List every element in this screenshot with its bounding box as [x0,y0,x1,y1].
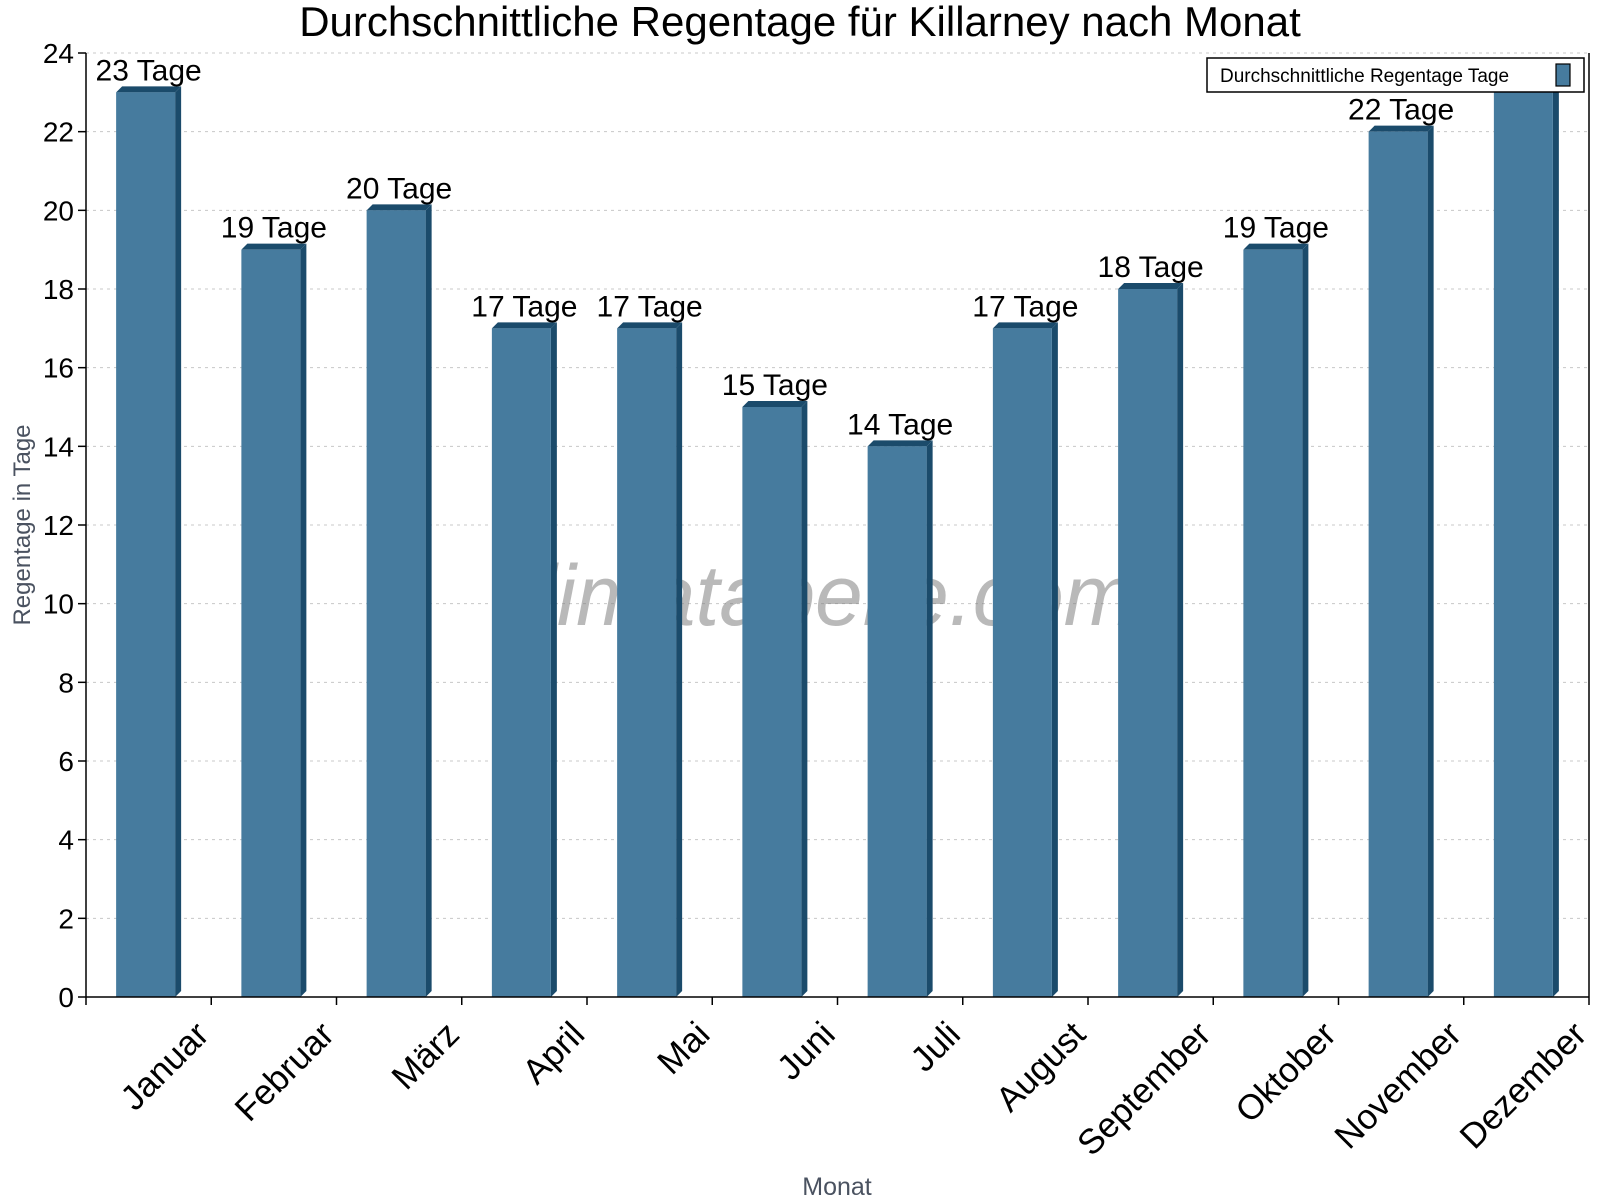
bar-side [175,86,182,998]
bar[interactable] [617,328,677,997]
y-tick-label: 8 [58,667,74,698]
bar-group: 15 Tage [722,369,828,997]
bar[interactable] [1118,289,1178,997]
bar-group: 17 Tage [471,290,577,997]
data-label: 17 Tage [597,290,703,323]
bar-top [1118,283,1184,289]
legend-swatch [1555,63,1571,87]
bar-group: 17 Tage [972,290,1078,997]
bar-side [550,322,557,997]
bar-group: 14 Tage [847,408,953,997]
data-label: 22 Tage [1348,94,1454,127]
bar-side [1427,125,1434,997]
bar-group: 19 Tage [221,212,327,997]
bar-side [926,440,933,997]
bar-group: 23 Tage [1473,54,1579,998]
y-tick-label: 24 [43,38,74,69]
bar-side [1051,322,1058,997]
bar-top [617,322,683,329]
bar-side [1552,86,1559,998]
data-label: 17 Tage [471,290,577,323]
bar-top [366,204,432,211]
x-tick-label: September [1070,1014,1219,1163]
y-tick-label: 20 [43,195,74,226]
data-label: 23 Tage [96,54,202,87]
y-tick-label: 12 [43,510,74,541]
y-tick-label: 14 [43,431,74,462]
bar[interactable] [867,446,927,997]
y-tick-label: 18 [43,274,74,305]
y-tick-label: 22 [43,117,74,148]
bar-group: 23 Tage [96,54,202,998]
x-tick-label: Oktober [1228,1014,1344,1130]
data-label: 14 Tage [847,408,953,441]
legend[interactable]: Durchschnittliche Regentage Tage [1206,57,1585,93]
bar-group: 19 Tage [1223,212,1329,997]
bar-side [1177,283,1184,997]
bar[interactable] [742,407,802,997]
x-tick-label: August [989,1014,1094,1119]
y-tick-label: 0 [58,982,74,1013]
bar-top [742,401,808,407]
grid-lines [86,52,1589,919]
y-tick-label: 6 [58,746,74,777]
x-tick-label: Juli [903,1015,968,1080]
bar-top [992,322,1058,329]
x-tick-label: November [1327,1014,1469,1156]
data-label: 15 Tage [722,369,828,402]
data-label: 19 Tage [221,212,327,245]
bar-group: 17 Tage [597,290,703,997]
bar[interactable] [366,210,426,998]
bar-group: 18 Tage [1098,251,1204,997]
x-axis-title: Monat [802,1173,872,1200]
data-label: 19 Tage [1223,212,1329,245]
bar[interactable] [1493,92,1553,998]
bar[interactable] [116,92,176,998]
bar-top [867,440,933,447]
bar-group: 20 Tage [346,172,452,998]
x-tick-label: Juni [770,1015,843,1088]
bar[interactable] [241,249,301,997]
data-label: 18 Tage [1098,251,1204,284]
bar-top [1368,125,1434,132]
y-tick-label: 4 [58,825,74,856]
bars: 23 Tage 19 Tage 20 Tage 17 Tage 17 Tage 15 Ta… [96,54,1579,998]
bar-group: 22 Tage [1348,94,1454,997]
bar-side [801,401,808,997]
bar-side [300,243,307,997]
bar-top [1243,243,1309,250]
y-axis-title: Regentage in Tage [9,424,36,625]
bar[interactable] [1243,249,1303,997]
chart-title: Durchschnittliche Regentage für Killarne… [299,0,1301,45]
y-tick-label: 10 [43,589,74,620]
x-tick-label: Mai [650,1015,717,1082]
legend-label: Durchschnittliche Regentage Tage [1220,66,1509,87]
bar-side [1302,243,1309,997]
bar-top [116,86,182,93]
bar-top [491,322,557,329]
x-tick-label: Januar [113,1014,216,1117]
bar-top [241,243,307,250]
bar[interactable] [992,328,1052,997]
x-tick-label: Dezember [1452,1014,1594,1156]
bar[interactable] [1368,131,1428,997]
bar-side [425,204,432,998]
x-tick-label: Februar [227,1014,341,1128]
bar[interactable] [491,328,551,997]
data-label: 17 Tage [972,290,1078,323]
bar-side [676,322,683,997]
y-tick-label: 2 [58,903,74,934]
x-tick-label: April [515,1015,592,1092]
y-tick-label: 16 [43,353,74,384]
legend-box [1206,57,1585,93]
data-label: 20 Tage [346,172,452,205]
x-tick-label: März [384,1015,467,1098]
